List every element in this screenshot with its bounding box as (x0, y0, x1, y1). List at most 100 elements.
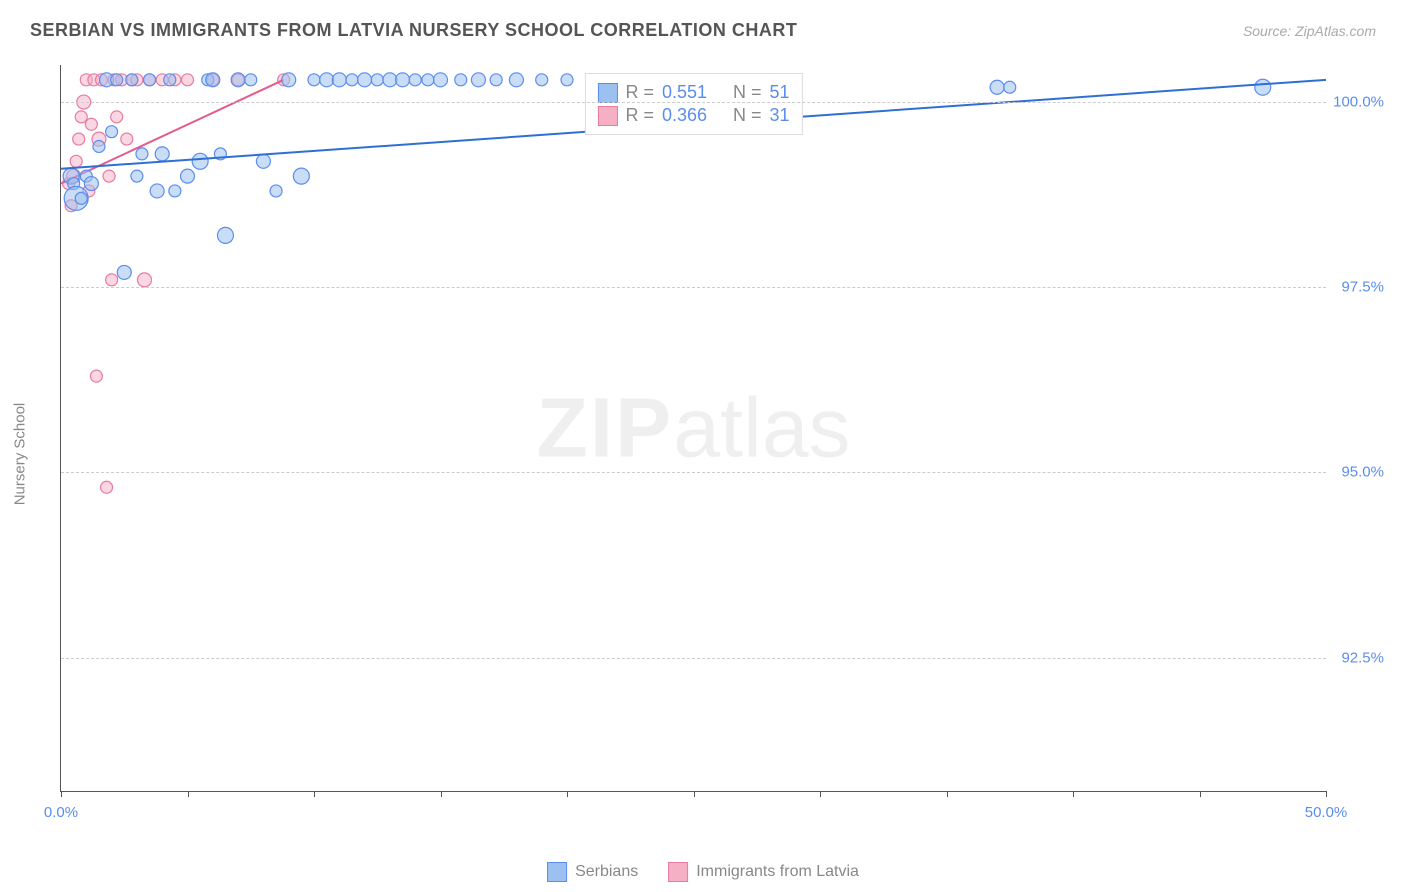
stats-row-serbians: R = 0.551 N = 51 (597, 82, 789, 103)
gridline (61, 472, 1326, 473)
gridline (61, 102, 1326, 103)
legend-label-serbians: Serbians (575, 863, 638, 881)
bottom-legend: Serbians Immigrants from Latvia (547, 862, 859, 882)
x-tick (947, 791, 948, 797)
x-tick (61, 791, 62, 797)
legend-item-serbians: Serbians (547, 862, 638, 882)
legend-swatch-serbians (597, 83, 617, 103)
scatter-point-serbians (371, 74, 383, 86)
y-axis-label: Nursery School (12, 402, 29, 505)
x-tick-label: 50.0% (1305, 804, 1348, 821)
scatter-point-serbians (231, 73, 245, 87)
scatter-point-serbians (282, 73, 296, 87)
scatter-point-latvia (103, 170, 115, 182)
scatter-point-serbians (245, 74, 257, 86)
x-tick (1073, 791, 1074, 797)
scatter-point-serbians (320, 73, 334, 87)
legend-swatch-latvia (597, 106, 617, 126)
gridline (61, 287, 1326, 288)
x-tick (1326, 791, 1327, 797)
r-label: R = (625, 105, 654, 126)
scatter-point-serbians (270, 185, 282, 197)
scatter-point-serbians (455, 74, 467, 86)
r-value: 0.551 (662, 82, 707, 103)
scatter-point-serbians (131, 170, 143, 182)
y-tick-label: 100.0% (1333, 94, 1384, 111)
scatter-point-serbians (293, 168, 309, 184)
x-tick (567, 791, 568, 797)
scatter-point-serbians (256, 154, 270, 168)
scatter-point-latvia (70, 155, 82, 167)
scatter-point-latvia (121, 133, 133, 145)
chart-header: SERBIAN VS IMMIGRANTS FROM LATVIA NURSER… (0, 0, 1406, 51)
x-tick (1200, 791, 1201, 797)
scatter-point-serbians (150, 184, 164, 198)
scatter-point-serbians (206, 73, 220, 87)
scatter-point-serbians (422, 74, 434, 86)
legend-swatch-serbians (547, 862, 567, 882)
legend-label-latvia: Immigrants from Latvia (696, 863, 859, 881)
trend-line-latvia (61, 80, 284, 184)
scatter-point-latvia (106, 274, 118, 286)
scatter-point-serbians (471, 73, 485, 87)
scatter-point-serbians (117, 265, 131, 279)
x-tick (188, 791, 189, 797)
scatter-point-latvia (101, 481, 113, 493)
scatter-point-serbians (509, 73, 523, 87)
scatter-point-serbians (111, 74, 123, 86)
n-label: N = (733, 82, 762, 103)
scatter-point-serbians (84, 177, 98, 191)
y-tick-label: 92.5% (1341, 649, 1384, 666)
legend-swatch-latvia (668, 862, 688, 882)
scatter-point-serbians (1004, 81, 1016, 93)
scatter-point-serbians (409, 74, 421, 86)
scatter-point-latvia (85, 118, 97, 130)
scatter-point-serbians (126, 74, 138, 86)
chart-title: SERBIAN VS IMMIGRANTS FROM LATVIA NURSER… (30, 20, 797, 41)
scatter-point-serbians (561, 74, 573, 86)
y-tick-label: 95.0% (1341, 464, 1384, 481)
r-value: 0.366 (662, 105, 707, 126)
scatter-point-serbians (383, 73, 397, 87)
x-tick (694, 791, 695, 797)
n-label: N = (733, 105, 762, 126)
legend-item-latvia: Immigrants from Latvia (668, 862, 859, 882)
stats-row-latvia: R = 0.366 N = 31 (597, 105, 789, 126)
scatter-point-serbians (217, 227, 233, 243)
x-tick (820, 791, 821, 797)
scatter-point-serbians (164, 74, 176, 86)
x-tick-label: 0.0% (44, 804, 78, 821)
scatter-point-latvia (182, 74, 194, 86)
scatter-point-latvia (73, 133, 85, 145)
source-attribution: Source: ZipAtlas.com (1243, 23, 1376, 39)
scatter-point-serbians (1255, 79, 1271, 95)
scatter-point-latvia (75, 111, 87, 123)
scatter-svg (61, 65, 1326, 791)
stats-legend: R = 0.551 N = 51 R = 0.366 N = 31 (584, 73, 802, 135)
scatter-point-serbians (93, 140, 105, 152)
scatter-point-serbians (396, 73, 410, 87)
scatter-point-serbians (155, 147, 169, 161)
scatter-point-latvia (90, 370, 102, 382)
plot-region: ZIPatlas R = 0.551 N = 51 R = 0.366 N = … (60, 65, 1326, 792)
chart-area: Nursery School ZIPatlas R = 0.551 N = 51… (20, 55, 1386, 852)
scatter-point-serbians (106, 126, 118, 138)
scatter-point-latvia (111, 111, 123, 123)
scatter-point-serbians (136, 148, 148, 160)
scatter-point-serbians (169, 185, 181, 197)
r-label: R = (625, 82, 654, 103)
scatter-point-serbians (536, 74, 548, 86)
x-tick (314, 791, 315, 797)
scatter-point-serbians (332, 73, 346, 87)
scatter-point-serbians (192, 153, 208, 169)
gridline (61, 658, 1326, 659)
x-tick (441, 791, 442, 797)
scatter-point-serbians (434, 73, 448, 87)
y-tick-label: 97.5% (1341, 279, 1384, 296)
scatter-point-latvia (137, 273, 151, 287)
scatter-point-serbians (358, 73, 372, 87)
scatter-point-serbians (990, 80, 1004, 94)
scatter-point-serbians (308, 74, 320, 86)
scatter-point-serbians (346, 74, 358, 86)
n-value: 31 (770, 105, 790, 126)
